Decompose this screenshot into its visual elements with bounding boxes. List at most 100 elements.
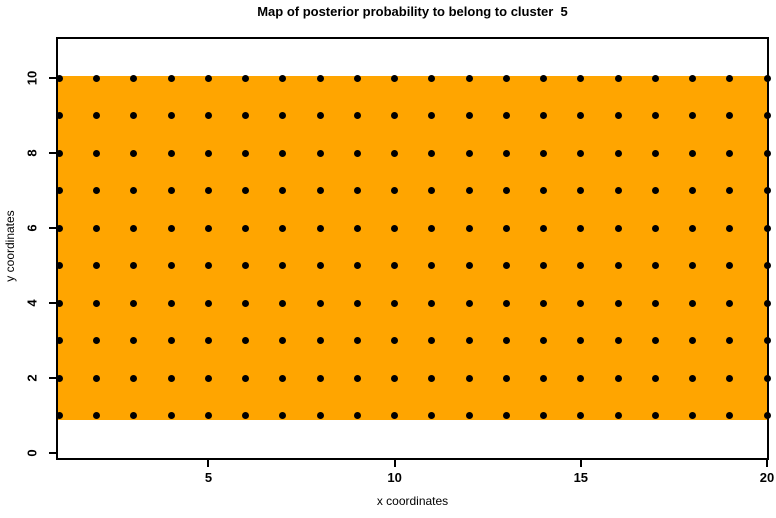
data-point-dot <box>726 149 734 157</box>
data-point-dot <box>502 374 510 382</box>
data-point-dot <box>651 187 659 195</box>
data-point-dot <box>242 374 250 382</box>
y-axis-title: y coordinates <box>3 210 17 282</box>
data-point-dot <box>391 74 399 82</box>
data-point-dot <box>465 374 473 382</box>
data-point-dot <box>204 187 212 195</box>
data-point-dot <box>93 187 101 195</box>
data-point-dot <box>56 224 63 232</box>
data-point-dot <box>242 74 250 82</box>
data-point-dot <box>130 412 138 420</box>
data-point-dot <box>577 262 585 270</box>
data-point-dot <box>391 112 399 120</box>
data-point-dot <box>353 112 361 120</box>
data-point-dot <box>689 412 697 420</box>
data-point-dot <box>502 112 510 120</box>
data-point-dot <box>428 299 436 307</box>
data-point-dot <box>651 374 659 382</box>
data-point-dot <box>428 112 436 120</box>
data-point-dot <box>130 262 138 270</box>
data-point-dot <box>651 224 659 232</box>
data-point-dot <box>391 224 399 232</box>
data-point-dot <box>279 74 287 82</box>
data-point-dot <box>316 149 324 157</box>
data-point-dot <box>502 187 510 195</box>
data-point-dot <box>93 74 101 82</box>
data-point-dot <box>614 187 622 195</box>
data-point-dot <box>540 224 548 232</box>
data-point-dot <box>279 374 287 382</box>
data-point-dot <box>763 337 771 345</box>
data-point-dot <box>204 224 212 232</box>
data-point-dot <box>93 112 101 120</box>
data-point-dot <box>391 374 399 382</box>
data-point-dot <box>763 187 771 195</box>
data-point-dot <box>391 412 399 420</box>
data-point-dot <box>689 299 697 307</box>
y-axis-tick-label: 0 <box>24 449 40 457</box>
data-point-dot <box>316 187 324 195</box>
data-point-dot <box>391 299 399 307</box>
data-point-dot <box>651 299 659 307</box>
data-point-dot <box>93 412 101 420</box>
data-point-dot <box>242 262 250 270</box>
data-point-dot <box>353 187 361 195</box>
data-point-dot <box>614 224 622 232</box>
y-axis-tick-label: 8 <box>24 149 40 157</box>
data-point-dot <box>167 337 175 345</box>
data-point-dot <box>651 112 659 120</box>
data-point-dot <box>130 337 138 345</box>
data-point-dot <box>56 299 63 307</box>
data-point-dot <box>540 149 548 157</box>
data-point-dot <box>316 224 324 232</box>
data-point-dot <box>279 412 287 420</box>
data-point-dot <box>540 374 548 382</box>
data-point-dot <box>689 337 697 345</box>
data-point-dot <box>689 149 697 157</box>
data-point-dot <box>56 262 63 270</box>
data-point-dot <box>614 149 622 157</box>
data-point-dot <box>316 262 324 270</box>
data-point-dot <box>726 337 734 345</box>
data-point-dot <box>428 412 436 420</box>
data-point-dot <box>726 299 734 307</box>
data-point-dot <box>465 262 473 270</box>
data-point-dot <box>130 149 138 157</box>
y-axis-tick-label: 6 <box>24 224 40 232</box>
data-point-dot <box>726 112 734 120</box>
data-point-dot <box>316 112 324 120</box>
y-axis-tick-mark <box>49 77 56 79</box>
data-point-dot <box>93 299 101 307</box>
data-point-dot <box>502 224 510 232</box>
data-point-dot <box>465 412 473 420</box>
data-point-dot <box>56 412 63 420</box>
data-point-dot <box>540 187 548 195</box>
data-point-dot <box>651 149 659 157</box>
data-point-dot <box>502 149 510 157</box>
data-point-dot <box>279 112 287 120</box>
y-axis-tick-mark <box>49 452 56 455</box>
data-point-dot <box>614 337 622 345</box>
data-point-dot <box>56 112 63 120</box>
data-point-dot <box>428 187 436 195</box>
data-point-dot <box>204 374 212 382</box>
data-point-dot <box>353 337 361 345</box>
data-point-dot <box>614 74 622 82</box>
data-point-dot <box>353 412 361 420</box>
data-point-dot <box>726 224 734 232</box>
x-axis-tick-label: 10 <box>387 470 402 485</box>
data-point-dot <box>167 374 175 382</box>
data-point-dot <box>763 299 771 307</box>
y-axis-tick-label: 10 <box>24 70 40 86</box>
data-point-dot <box>577 149 585 157</box>
data-point-dot <box>204 299 212 307</box>
data-point-dot <box>130 374 138 382</box>
data-point-dot <box>130 74 138 82</box>
data-point-dot <box>465 74 473 82</box>
data-point-dot <box>130 112 138 120</box>
y-axis-tick-label: 2 <box>24 374 40 382</box>
data-point-dot <box>204 74 212 82</box>
data-point-dot <box>763 262 771 270</box>
data-point-dot <box>763 374 771 382</box>
data-point-dot <box>353 262 361 270</box>
